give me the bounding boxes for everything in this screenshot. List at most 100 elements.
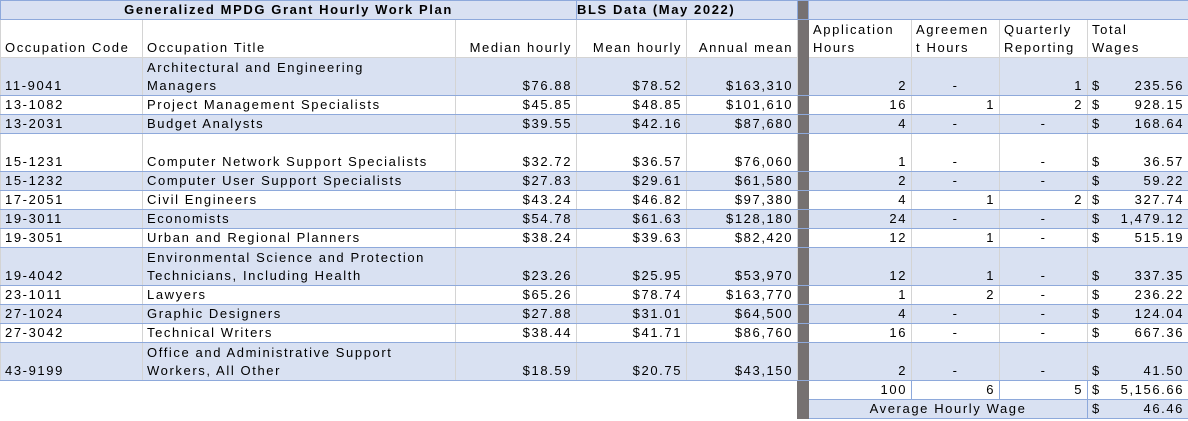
quarterly-reporting-cell[interactable]: - <box>999 209 1089 229</box>
occupation-title-cell[interactable]: Computer Network Support Specialists <box>142 133 456 172</box>
occupation-title-cell[interactable]: Architectural and Engineering Managers <box>142 57 456 96</box>
occupation-title-cell[interactable]: Project Management Specialists <box>142 95 456 115</box>
occupation-code-cell[interactable]: 15-1232 <box>0 171 143 191</box>
application-hours-cell[interactable]: 2 <box>808 342 913 381</box>
annual-mean-cell[interactable]: $76,060 <box>686 133 799 172</box>
quarterly-reporting-cell[interactable]: - <box>999 228 1089 248</box>
bls-title-cell[interactable]: BLS Data (May 2022) <box>576 0 799 20</box>
median-hourly-cell[interactable]: $76.88 <box>454 57 578 96</box>
median-hourly-cell[interactable]: $32.72 <box>454 133 578 172</box>
total-agreement-hours[interactable]: 6 <box>911 380 1001 400</box>
average-hourly-wage-label[interactable]: Average Hourly Wage <box>808 399 1089 419</box>
mean-hourly-cell[interactable]: $78.74 <box>576 285 688 305</box>
header-application-hours[interactable]: Application Hours <box>808 19 913 58</box>
header-quarterly-reporting[interactable]: Quarterly Reporting <box>999 19 1089 58</box>
application-hours-cell[interactable]: 4 <box>808 114 913 134</box>
annual-mean-cell[interactable]: $43,150 <box>686 342 799 381</box>
total-wages-cell[interactable]: $59.22 <box>1087 171 1188 191</box>
mean-hourly-cell[interactable]: $39.63 <box>576 228 688 248</box>
total-wages-cell[interactable]: $41.50 <box>1087 342 1188 381</box>
total-wages-cell[interactable]: $928.15 <box>1087 95 1188 115</box>
agreement-hours-cell[interactable]: - <box>911 114 1001 134</box>
median-hourly-cell[interactable]: $27.88 <box>454 304 578 324</box>
annual-mean-cell[interactable]: $163,310 <box>686 57 799 96</box>
total-wages-cell[interactable]: $337.35 <box>1087 247 1188 286</box>
header-total-wages[interactable]: Total Wages <box>1087 19 1188 58</box>
total-wages-cell[interactable]: $515.19 <box>1087 228 1188 248</box>
agreement-hours-cell[interactable]: 1 <box>911 95 1001 115</box>
agreement-hours-cell[interactable]: - <box>911 171 1001 191</box>
total-wages-cell[interactable]: $168.64 <box>1087 114 1188 134</box>
occupation-title-cell[interactable]: Lawyers <box>142 285 456 305</box>
quarterly-reporting-cell[interactable]: 1 <box>999 57 1089 96</box>
occupation-code-cell[interactable]: 17-2051 <box>0 190 143 210</box>
mean-hourly-cell[interactable]: $29.61 <box>576 171 688 191</box>
median-hourly-cell[interactable]: $18.59 <box>454 342 578 381</box>
median-hourly-cell[interactable]: $38.24 <box>454 228 578 248</box>
application-hours-cell[interactable]: 2 <box>808 171 913 191</box>
agreement-hours-cell[interactable]: 1 <box>911 190 1001 210</box>
application-hours-cell[interactable]: 12 <box>808 228 913 248</box>
median-hourly-cell[interactable]: $23.26 <box>454 247 578 286</box>
mean-hourly-cell[interactable]: $78.52 <box>576 57 688 96</box>
quarterly-reporting-cell[interactable]: - <box>999 171 1089 191</box>
agreement-hours-cell[interactable]: 2 <box>911 285 1001 305</box>
occupation-code-cell[interactable]: 19-4042 <box>0 247 143 286</box>
occupation-title-cell[interactable]: Technical Writers <box>142 323 456 343</box>
occupation-code-cell[interactable]: 19-3051 <box>0 228 143 248</box>
annual-mean-cell[interactable]: $87,680 <box>686 114 799 134</box>
total-wages-cell[interactable]: $236.22 <box>1087 285 1188 305</box>
application-hours-cell[interactable]: 2 <box>808 57 913 96</box>
total-wages-cell[interactable]: $124.04 <box>1087 304 1188 324</box>
total-application-hours[interactable]: 100 <box>808 380 913 400</box>
annual-mean-cell[interactable]: $128,180 <box>686 209 799 229</box>
annual-mean-cell[interactable]: $61,580 <box>686 171 799 191</box>
occupation-code-cell[interactable]: 13-1082 <box>0 95 143 115</box>
quarterly-reporting-cell[interactable]: 2 <box>999 190 1089 210</box>
application-hours-cell[interactable]: 1 <box>808 133 913 172</box>
median-hourly-cell[interactable]: $27.83 <box>454 171 578 191</box>
application-hours-cell[interactable]: 12 <box>808 247 913 286</box>
header-agreement-hours[interactable]: Agreemen t Hours <box>911 19 1001 58</box>
header-occupation-code[interactable]: Occupation Code <box>0 19 143 58</box>
annual-mean-cell[interactable]: $82,420 <box>686 228 799 248</box>
annual-mean-cell[interactable]: $86,760 <box>686 323 799 343</box>
application-hours-cell[interactable]: 4 <box>808 190 913 210</box>
occupation-code-cell[interactable]: 43-9199 <box>0 342 143 381</box>
hours-title-cell[interactable] <box>808 0 1188 20</box>
annual-mean-cell[interactable]: $53,970 <box>686 247 799 286</box>
quarterly-reporting-cell[interactable]: - <box>999 285 1089 305</box>
mean-hourly-cell[interactable]: $61.63 <box>576 209 688 229</box>
median-hourly-cell[interactable]: $38.44 <box>454 323 578 343</box>
mean-hourly-cell[interactable]: $36.57 <box>576 133 688 172</box>
occupation-code-cell[interactable]: 15-1231 <box>0 133 143 172</box>
quarterly-reporting-cell[interactable]: - <box>999 133 1089 172</box>
quarterly-reporting-cell[interactable]: - <box>999 304 1089 324</box>
occupation-title-cell[interactable]: Computer User Support Specialists <box>142 171 456 191</box>
occupation-code-cell[interactable]: 27-1024 <box>0 304 143 324</box>
mean-hourly-cell[interactable]: $46.82 <box>576 190 688 210</box>
quarterly-reporting-cell[interactable]: - <box>999 114 1089 134</box>
agreement-hours-cell[interactable]: - <box>911 209 1001 229</box>
mean-hourly-cell[interactable]: $20.75 <box>576 342 688 381</box>
occupation-title-cell[interactable]: Budget Analysts <box>142 114 456 134</box>
total-wages-cell[interactable]: $36.57 <box>1087 133 1188 172</box>
application-hours-cell[interactable]: 1 <box>808 285 913 305</box>
median-hourly-cell[interactable]: $65.26 <box>454 285 578 305</box>
total-wages-cell[interactable]: $1,479.12 <box>1087 209 1188 229</box>
total-quarterly-reporting[interactable]: 5 <box>999 380 1089 400</box>
agreement-hours-cell[interactable]: - <box>911 342 1001 381</box>
blank-cell[interactable] <box>0 380 798 400</box>
mean-hourly-cell[interactable]: $41.71 <box>576 323 688 343</box>
application-hours-cell[interactable]: 16 <box>808 323 913 343</box>
occupation-title-cell[interactable]: Office and Administrative Support Worker… <box>142 342 456 381</box>
occupation-code-cell[interactable]: 13-2031 <box>0 114 143 134</box>
mean-hourly-cell[interactable]: $31.01 <box>576 304 688 324</box>
header-median-hourly[interactable]: Median hourly <box>454 19 578 58</box>
quarterly-reporting-cell[interactable]: - <box>999 342 1089 381</box>
header-mean-hourly[interactable]: Mean hourly <box>576 19 688 58</box>
average-hourly-wage-value[interactable]: $46.46 <box>1087 399 1188 419</box>
application-hours-cell[interactable]: 16 <box>808 95 913 115</box>
median-hourly-cell[interactable]: $43.24 <box>454 190 578 210</box>
agreement-hours-cell[interactable]: 1 <box>911 228 1001 248</box>
